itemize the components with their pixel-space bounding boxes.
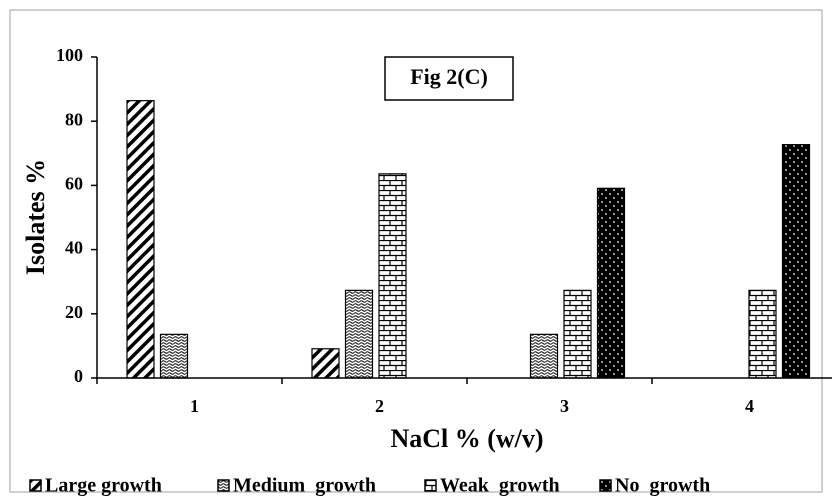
legend-swatch xyxy=(424,479,437,492)
bar xyxy=(748,289,777,379)
bar xyxy=(344,289,374,379)
title-box xyxy=(384,56,514,101)
legend-swatch xyxy=(599,479,612,492)
x-tick-label: 1 xyxy=(190,396,199,416)
y-tick-label: 80 xyxy=(65,109,83,129)
x-tick-label: 3 xyxy=(560,396,569,416)
y-tick-label: 20 xyxy=(65,302,83,322)
legend-swatch xyxy=(29,479,42,492)
y-tick-label: 100 xyxy=(56,45,83,65)
legend-label: Medium growth xyxy=(233,475,376,497)
bar xyxy=(596,187,626,379)
bar xyxy=(563,289,592,379)
legend-label: No growth xyxy=(615,475,710,497)
chart-title: Fig 2(C) xyxy=(410,64,488,89)
legend-label: Weak growth xyxy=(440,475,560,497)
bar xyxy=(126,100,155,379)
bar xyxy=(378,173,407,379)
bar xyxy=(311,348,340,379)
y-tick-label: 60 xyxy=(65,174,83,194)
legend-label: Large growth xyxy=(45,475,162,497)
bar xyxy=(159,333,189,379)
bar xyxy=(781,144,811,379)
legend-swatch xyxy=(217,479,230,492)
y-tick-label: 40 xyxy=(65,238,83,258)
y-axis-label: Isolates % xyxy=(21,159,50,275)
x-axis-label: NaCl % (w/v) xyxy=(390,424,543,453)
bar xyxy=(529,333,559,379)
x-tick-label: 2 xyxy=(375,396,384,416)
y-tick-label: 0 xyxy=(74,366,83,386)
x-tick-label: 4 xyxy=(745,396,754,416)
